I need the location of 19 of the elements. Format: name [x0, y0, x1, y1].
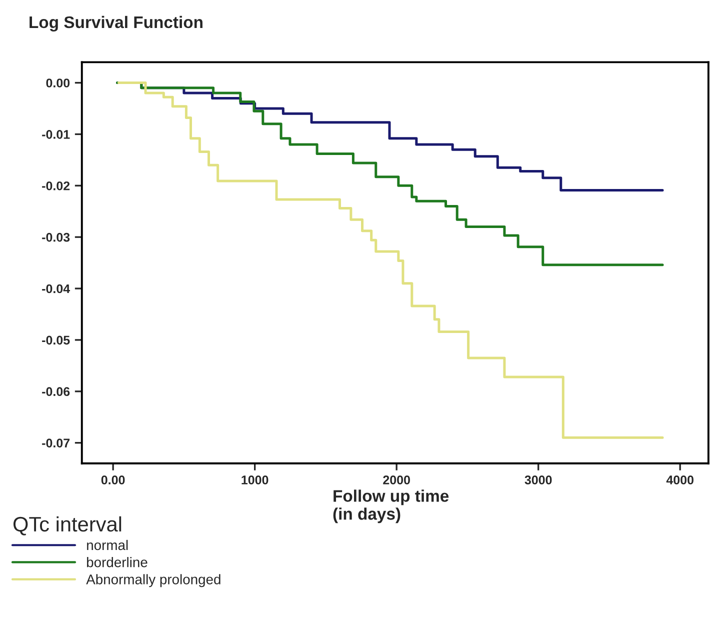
chart-title: Log Survival Function — [30, 16, 202, 32]
x-tick-label: 0.00 — [101, 476, 125, 484]
x-axis-title: Follow up time (in days) — [333, 490, 449, 524]
legend-title: QTc interval — [13, 516, 122, 536]
y-tick-label: -0.06 — [42, 387, 70, 396]
legend-label: normal — [87, 540, 128, 550]
legend-label: borderline — [87, 557, 148, 568]
y-tick-label: -0.05 — [42, 336, 70, 345]
y-tick-label: -0.01 — [42, 130, 70, 139]
legend-label: Abnormally prolonged — [86, 574, 220, 588]
x-tick-label: 2000 — [383, 476, 410, 484]
y-tick-label: 0.00 — [46, 78, 70, 88]
y-tick-label: -0.04 — [42, 284, 70, 294]
x-tick-label: 4000 — [666, 476, 694, 484]
y-tick-label: -0.07 — [42, 438, 70, 448]
y-tick-label: -0.02 — [42, 181, 70, 190]
y-tick-label: -0.03 — [42, 232, 70, 242]
x-tick-label: 3000 — [524, 476, 552, 484]
x-tick-label: 1000 — [242, 476, 268, 484]
